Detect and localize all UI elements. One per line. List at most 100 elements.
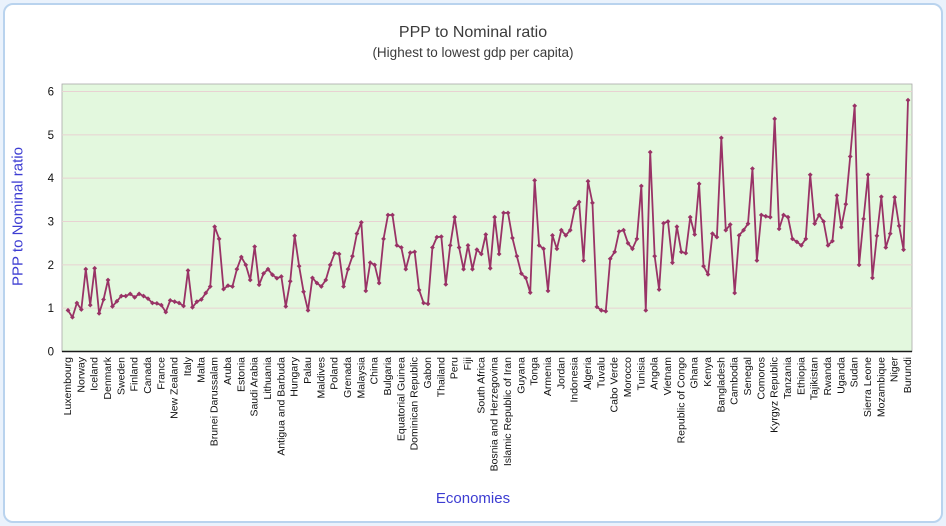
data-point xyxy=(901,247,906,253)
data-point xyxy=(261,271,266,276)
data-point xyxy=(461,266,466,272)
x-tick-label: Morocco xyxy=(622,357,634,397)
data-point xyxy=(558,227,564,233)
data-point xyxy=(101,297,106,302)
x-tick-label: Equatorial Guinea xyxy=(395,357,407,441)
x-tick-label: Norway xyxy=(75,356,87,392)
x-tick-label: Ethiopia xyxy=(795,357,807,395)
data-point xyxy=(487,265,493,271)
x-tick-label: Tuvalu xyxy=(595,357,607,388)
data-point xyxy=(905,97,911,103)
data-point xyxy=(283,304,289,309)
x-axis-title: Economies xyxy=(435,490,511,507)
data-point xyxy=(701,263,706,269)
x-tick-label: Armenia xyxy=(542,357,554,396)
data-point xyxy=(572,206,578,211)
data-point xyxy=(407,250,413,256)
data-point xyxy=(456,245,462,250)
x-tick-label: Saudi Arabia xyxy=(249,357,261,417)
data-point xyxy=(732,290,738,296)
data-point xyxy=(278,274,284,279)
data-point xyxy=(625,240,631,246)
data-point xyxy=(252,244,258,250)
data-point xyxy=(812,221,818,227)
data-point xyxy=(554,246,560,252)
data-line xyxy=(67,100,909,319)
data-point xyxy=(270,272,275,278)
data-point xyxy=(243,262,249,268)
data-point xyxy=(754,258,760,263)
data-point xyxy=(465,242,471,248)
data-point xyxy=(154,301,160,306)
data-point xyxy=(656,287,662,292)
data-point xyxy=(105,277,111,283)
data-point xyxy=(207,284,213,289)
x-tick-label: Tajikistan xyxy=(809,357,821,400)
data-point xyxy=(194,299,200,305)
data-point xyxy=(492,214,498,220)
y-tick-label: 3 xyxy=(48,217,54,229)
x-tick-label: Hungary xyxy=(289,356,301,396)
data-point xyxy=(238,254,244,260)
data-point xyxy=(318,284,324,289)
data-point xyxy=(723,227,729,233)
data-point xyxy=(70,314,75,320)
data-point xyxy=(416,287,422,293)
data-point xyxy=(167,297,173,303)
data-point xyxy=(203,290,209,296)
data-point xyxy=(590,200,595,206)
data-point xyxy=(772,116,778,122)
data-point xyxy=(758,212,764,218)
data-point xyxy=(665,219,671,224)
x-tick-label: Uganda xyxy=(835,357,847,394)
data-point xyxy=(781,212,786,218)
data-point xyxy=(158,302,164,308)
data-point xyxy=(576,199,582,205)
x-tick-label: Sweden xyxy=(115,357,127,395)
x-tick-label: Jordan xyxy=(555,357,567,389)
data-point xyxy=(367,260,373,266)
x-tick-label: Finland xyxy=(129,357,141,392)
data-point xyxy=(705,271,711,277)
x-tick-label: Maldives xyxy=(315,357,327,398)
x-tick-label: Mozambique xyxy=(875,357,887,417)
data-point xyxy=(865,172,871,178)
data-point xyxy=(123,293,129,299)
x-tick-label: Grenada xyxy=(342,357,354,398)
x-tick-label: Sudan xyxy=(849,357,861,388)
data-point xyxy=(87,302,93,308)
data-point xyxy=(892,194,898,200)
y-tick-labels: 0 1 2 3 4 5 6 xyxy=(48,87,55,359)
data-markers xyxy=(65,97,911,320)
data-point xyxy=(647,149,653,155)
data-point xyxy=(421,300,426,306)
data-point xyxy=(247,277,253,283)
x-tick-label: Rwanda xyxy=(822,357,834,396)
data-point xyxy=(750,166,755,172)
data-point xyxy=(798,242,804,248)
x-tick-label: Republic of Congo xyxy=(675,357,687,444)
data-point xyxy=(296,263,302,269)
data-point xyxy=(612,249,618,255)
data-point xyxy=(372,262,378,268)
x-tick-label: Tunisia xyxy=(635,357,647,391)
data-point xyxy=(505,210,511,216)
data-point xyxy=(581,258,586,263)
data-point xyxy=(638,183,644,189)
data-point xyxy=(314,280,320,286)
data-point xyxy=(741,227,746,233)
data-point xyxy=(434,234,440,240)
data-point xyxy=(838,224,844,230)
data-point xyxy=(883,245,889,250)
x-tick-label: China xyxy=(369,357,381,385)
data-point xyxy=(550,232,555,238)
data-point xyxy=(830,238,835,244)
data-point xyxy=(265,266,271,272)
data-point xyxy=(74,300,80,306)
data-point xyxy=(110,304,115,309)
data-point xyxy=(661,220,666,226)
data-point xyxy=(256,282,262,288)
data-point xyxy=(327,262,333,268)
data-point xyxy=(727,222,733,227)
x-tick-label: Angola xyxy=(649,357,661,390)
